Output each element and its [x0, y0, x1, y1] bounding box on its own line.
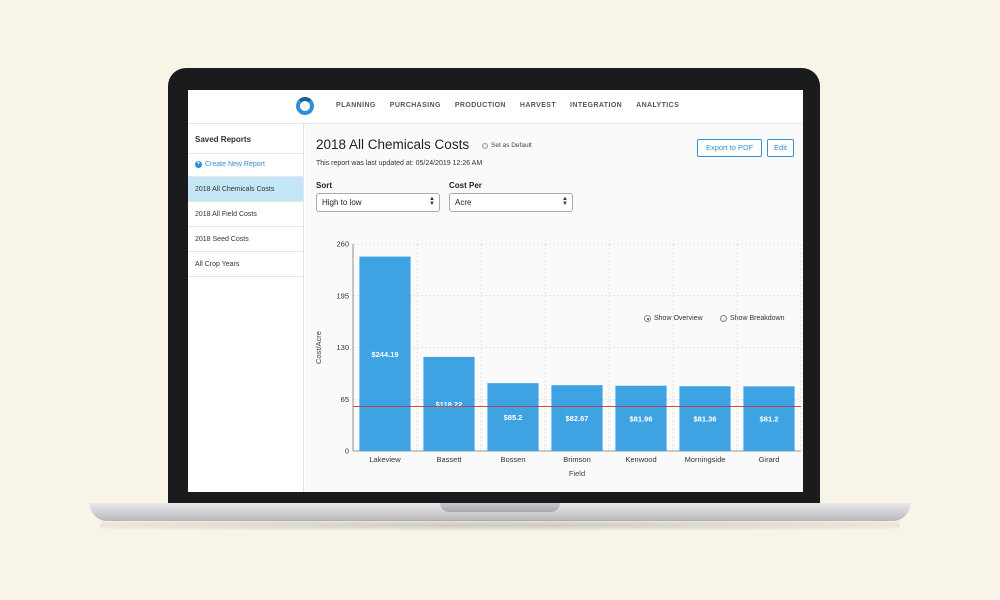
show-overview-label: Show Overview: [654, 315, 703, 322]
x-tick-label: Bassett: [436, 455, 462, 464]
x-tick-label: Brimson: [563, 455, 591, 464]
plus-circle-icon: +: [195, 161, 202, 168]
sort-select-value: High to low: [322, 198, 362, 207]
cost-bar-chart: 0 65 130 195 260 $244.19 Lakeview $118.22 Basset…: [314, 240, 802, 478]
show-breakdown-option[interactable]: Show Breakdown: [720, 315, 784, 322]
nav-menu: PLANNING PURCHASING PRODUCTION HARVEST I…: [336, 102, 679, 109]
nav-item-production[interactable]: PRODUCTION: [454, 102, 506, 109]
sort-select[interactable]: High to low ▲ ▼: [316, 193, 440, 212]
laptop-shadow: [100, 520, 900, 530]
sidebar-item-all-crop-years[interactable]: All Crop Years: [188, 252, 303, 277]
x-axis-title: Field: [569, 469, 585, 478]
bar: [423, 356, 475, 451]
bar-value-label: $85.2: [504, 413, 523, 422]
sidebar-item-seed-costs[interactable]: 2018 Seed Costs: [188, 227, 303, 252]
x-tick-label: Girard: [759, 455, 780, 464]
main-panel: 2018 All Chemicals Costs Set as Default …: [305, 124, 803, 492]
select-arrows-icon: ▲ ▼: [429, 196, 435, 207]
nav-item-harvest[interactable]: HARVEST: [519, 102, 557, 109]
sidebar-item-field-costs[interactable]: 2018 All Field Costs: [188, 202, 303, 227]
last-updated-text: This report was last updated at: 05/24/2…: [316, 160, 483, 167]
bar: [615, 385, 667, 451]
set-default-toggle[interactable]: Set as Default: [482, 142, 532, 149]
edit-button[interactable]: Edit: [767, 139, 794, 157]
radio-selected-icon: [644, 315, 651, 322]
app-screen: PLANNING PURCHASING PRODUCTION HARVEST I…: [188, 90, 803, 492]
x-tick-label: Lakeview: [369, 455, 401, 464]
show-overview-option[interactable]: Show Overview: [644, 315, 703, 322]
select-arrows-icon: ▲ ▼: [562, 196, 568, 207]
x-tick-label: Kenwood: [625, 455, 656, 464]
cost-per-select-value: Acre: [455, 198, 472, 207]
x-tick-label: Bossen: [500, 455, 525, 464]
nav-item-planning[interactable]: PLANNING: [336, 102, 376, 109]
y-tick-label: 260: [336, 240, 349, 249]
bar-value-label: $81.36: [694, 415, 717, 424]
sidebar-title: Saved Reports: [188, 124, 303, 154]
bar: [487, 383, 539, 451]
top-nav: PLANNING PURCHASING PRODUCTION HARVEST I…: [188, 90, 803, 124]
x-tick-label: Morningside: [685, 455, 726, 464]
create-report-label: Create New Report: [205, 161, 265, 168]
bar-value-label: $81.96: [630, 414, 653, 423]
show-breakdown-label: Show Breakdown: [730, 315, 785, 322]
page-title: 2018 All Chemicals Costs: [316, 137, 470, 152]
nav-item-purchasing[interactable]: PURCHASING: [389, 102, 441, 109]
bar: [743, 386, 795, 451]
create-report-link[interactable]: + Create New Report: [188, 154, 303, 177]
y-tick-label: 195: [336, 291, 349, 300]
bar-value-label: $81.2: [760, 415, 779, 424]
y-tick-label: 0: [345, 447, 349, 456]
logo-icon[interactable]: [296, 97, 314, 115]
sort-label: Sort: [316, 181, 332, 190]
bar: [551, 385, 603, 451]
bar-value-label: $82.67: [566, 414, 589, 423]
radio-icon: [482, 142, 488, 149]
sidebar-item-chemicals-costs[interactable]: 2018 All Chemicals Costs: [188, 177, 303, 202]
nav-item-analytics[interactable]: ANALYTICS: [636, 102, 680, 109]
cost-per-label: Cost Per: [449, 181, 482, 190]
laptop-notch: [440, 503, 560, 512]
laptop-base: [90, 503, 910, 521]
radio-unselected-icon: [720, 315, 727, 322]
bar: [359, 256, 411, 451]
sidebar: Saved Reports + Create New Report 2018 A…: [188, 124, 304, 492]
y-tick-label: 65: [341, 395, 349, 404]
cost-per-select[interactable]: Acre ▲ ▼: [449, 193, 573, 212]
y-tick-label: 130: [336, 343, 349, 352]
bar-value-label: $244.19: [371, 350, 398, 359]
bar-value-label: $118.22: [436, 400, 463, 409]
export-pdf-button[interactable]: Export to PDF: [697, 139, 762, 157]
set-default-label: Set as Default: [491, 142, 532, 149]
y-axis-title: Cost/Acre: [314, 331, 323, 364]
nav-item-integration[interactable]: INTEGRATION: [570, 102, 623, 109]
bar: [679, 386, 731, 451]
